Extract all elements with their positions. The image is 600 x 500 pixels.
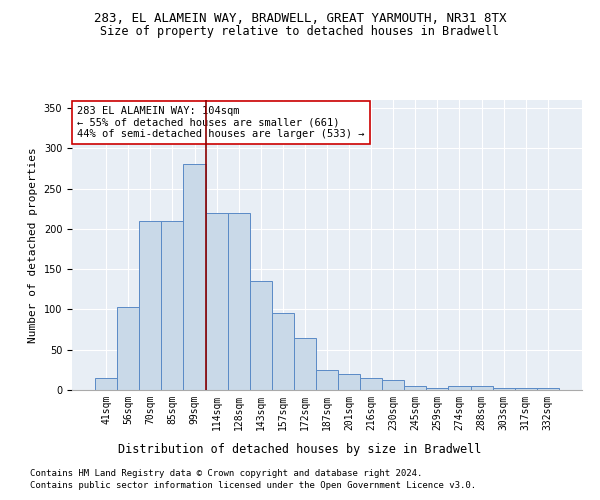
- Text: 283 EL ALAMEIN WAY: 104sqm
← 55% of detached houses are smaller (661)
44% of sem: 283 EL ALAMEIN WAY: 104sqm ← 55% of deta…: [77, 106, 365, 139]
- Text: Contains HM Land Registry data © Crown copyright and database right 2024.: Contains HM Land Registry data © Crown c…: [30, 468, 422, 477]
- Bar: [206, 213, 227, 390]
- Bar: [493, 388, 515, 390]
- Text: Contains public sector information licensed under the Open Government Licence v3: Contains public sector information licen…: [30, 481, 476, 490]
- Bar: [404, 386, 427, 390]
- Bar: [272, 314, 294, 390]
- Text: Distribution of detached houses by size in Bradwell: Distribution of detached houses by size …: [118, 442, 482, 456]
- Bar: [448, 386, 470, 390]
- Bar: [338, 374, 360, 390]
- Bar: [470, 386, 493, 390]
- Text: Size of property relative to detached houses in Bradwell: Size of property relative to detached ho…: [101, 25, 499, 38]
- Y-axis label: Number of detached properties: Number of detached properties: [28, 147, 38, 343]
- Bar: [161, 221, 184, 390]
- Bar: [382, 380, 404, 390]
- Bar: [250, 281, 272, 390]
- Bar: [227, 213, 250, 390]
- Bar: [139, 221, 161, 390]
- Bar: [95, 378, 117, 390]
- Text: 283, EL ALAMEIN WAY, BRADWELL, GREAT YARMOUTH, NR31 8TX: 283, EL ALAMEIN WAY, BRADWELL, GREAT YAR…: [94, 12, 506, 26]
- Bar: [117, 307, 139, 390]
- Bar: [360, 378, 382, 390]
- Bar: [515, 388, 537, 390]
- Bar: [537, 388, 559, 390]
- Bar: [294, 338, 316, 390]
- Bar: [427, 388, 448, 390]
- Bar: [316, 370, 338, 390]
- Bar: [184, 164, 206, 390]
